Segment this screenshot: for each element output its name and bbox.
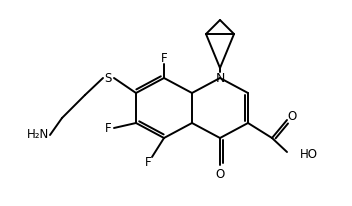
Text: F: F [161, 52, 167, 64]
Text: F: F [145, 157, 151, 170]
Text: H₂N: H₂N [27, 129, 49, 142]
Text: S: S [104, 71, 112, 84]
Text: HO: HO [300, 149, 318, 162]
Text: O: O [215, 167, 225, 180]
Text: F: F [105, 122, 111, 135]
Text: N: N [215, 71, 225, 84]
Text: O: O [287, 110, 297, 123]
